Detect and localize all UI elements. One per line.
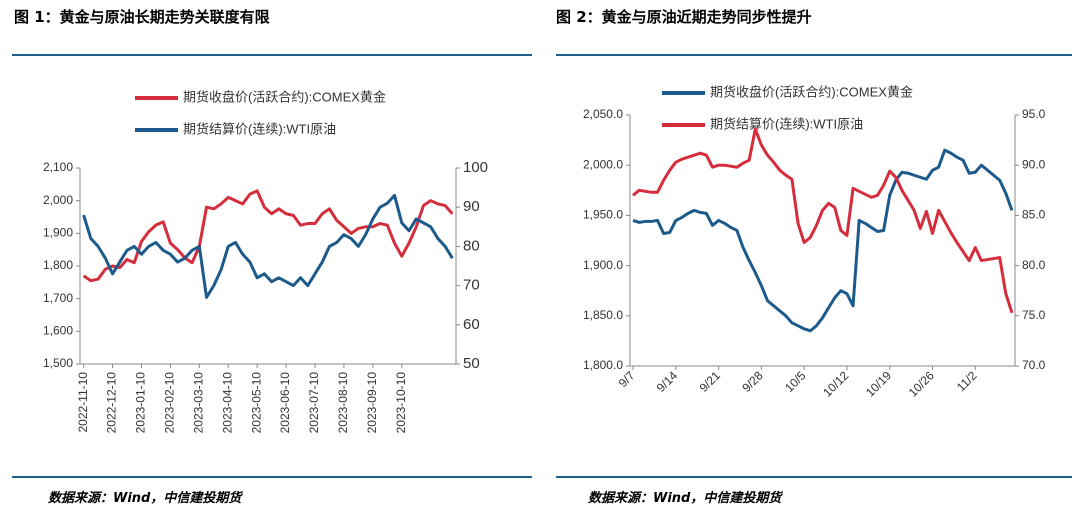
y-tick-label: 1,600 [43,324,73,338]
y-tick-label: 2,050.0 [583,107,623,121]
x-tick-label: 2023-06-10 [278,372,292,434]
footer-rule [556,476,1072,478]
x-tick-label: 10/5 [782,368,809,395]
x-tick-label: 2023-08-10 [336,372,350,434]
y-tick-label: 2,100 [43,160,73,174]
source-note: 数据来源：Wind，中信建投期货 [48,491,242,506]
y-tick-label: 2,000.0 [583,157,623,171]
x-tick-label: 11/2 [954,368,980,394]
x-tick-label: 2023-05-10 [249,372,263,434]
y2-tick-label: 90.0 [1022,157,1046,171]
series-line [632,127,1014,314]
y2-tick-label: 85.0 [1022,208,1046,222]
y-tick-label: 1,950.0 [583,208,623,222]
x-tick-label: 2023-02-10 [163,372,177,434]
y2-tick-label: 50 [463,355,480,372]
series-line [632,148,1014,333]
series-line [82,189,454,283]
x-tick-label: 2023-01-10 [134,372,148,434]
y-tick-label: 1,900.0 [583,258,623,272]
source-note: 数据来源：Wind，中信建投期货 [588,491,782,506]
y-tick-label: 1,800 [43,258,73,272]
x-tick-label: 2023-10-10 [394,372,408,434]
y2-tick-label: 100 [463,159,488,176]
footer-rule [12,476,532,478]
y2-tick-label: 95.0 [1022,107,1046,121]
x-tick-label: 10/26 [906,368,937,399]
x-tick-label: 2023-09-10 [365,372,379,434]
y2-tick-label: 70.0 [1022,358,1046,372]
x-tick-label: 2023-07-10 [307,372,321,434]
figure-title: 图 1：黄金与原油长期走势关联度有限 [14,8,270,26]
figure-title: 图 2：黄金与原油近期走势同步性提升 [556,8,812,26]
x-tick-label: 9/21 [697,368,724,395]
x-tick-label: 2023-04-10 [220,372,234,434]
y-tick-label: 1,700 [43,291,73,305]
y-tick-label: 2,000 [43,193,73,207]
y2-tick-label: 90 [463,198,480,215]
x-tick-label: 10/12 [820,368,851,399]
x-tick-label: 10/19 [863,368,894,399]
y2-tick-label: 70 [463,277,480,294]
y2-tick-label: 60 [463,316,480,333]
y-tick-label: 1,800.0 [583,358,623,372]
series-line [82,193,454,299]
y-tick-label: 1,900 [43,226,73,240]
legend-label: 期货收盘价(活跃合约):COMEX黄金 [183,89,386,104]
legend-label: 期货结算价(连续):WTI原油 [183,121,336,136]
y2-tick-label: 75.0 [1022,308,1046,322]
y2-tick-label: 80 [463,237,480,254]
y2-tick-label: 80.0 [1022,258,1046,272]
x-tick-label: 2022-12-10 [105,372,119,434]
header-rule [12,54,532,56]
x-tick-label: 9/28 [739,368,766,395]
x-tick-label: 2023-03-10 [191,372,205,434]
x-tick-label: 9/14 [654,368,681,395]
y-tick-label: 1,850.0 [583,308,623,322]
legend-label: 期货结算价(连续):WTI原油 [710,116,863,131]
header-rule [556,54,1072,56]
x-tick-label: 2022-11-10 [76,372,90,433]
y-tick-label: 1,500 [43,356,73,370]
legend-label: 期货收盘价(活跃合约):COMEX黄金 [710,84,913,99]
